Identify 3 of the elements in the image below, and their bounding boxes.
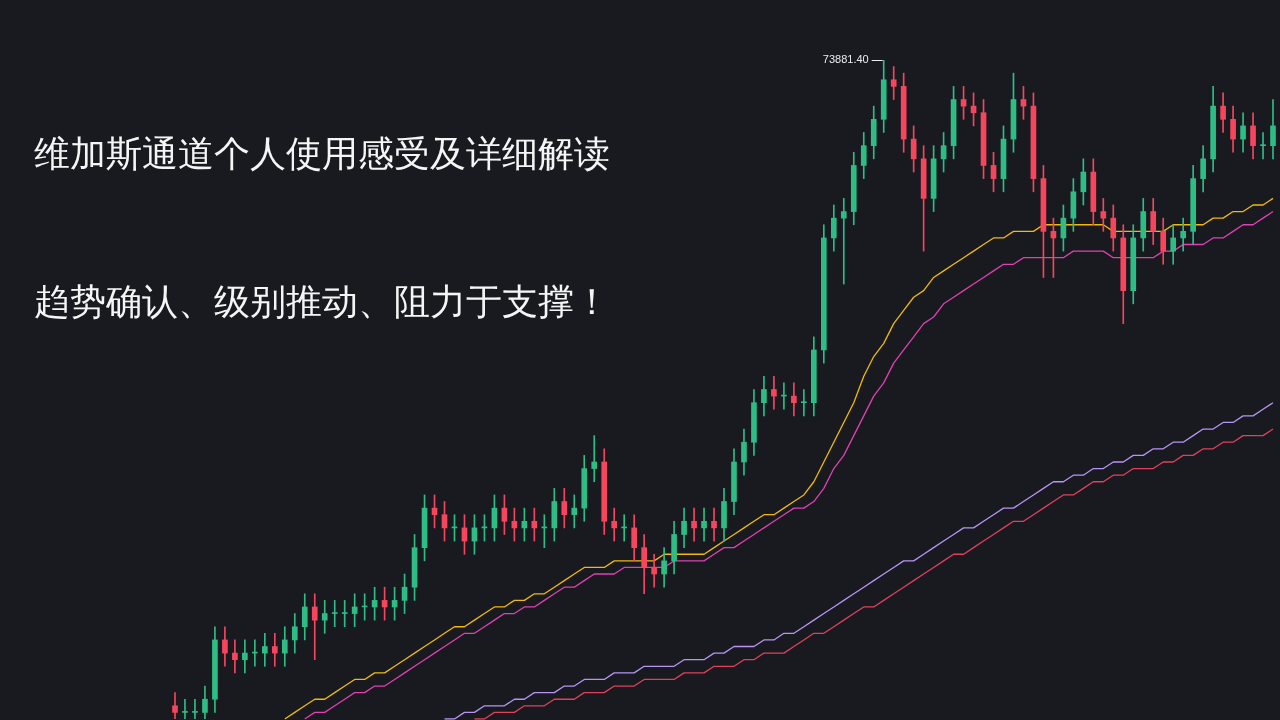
text: 趋势确认、级别推动、阻力于支撑！ [34, 280, 610, 324]
annotation: 73881.40 [822, 53, 869, 66]
text: 维加斯通道个人使用感受及详细解读 [34, 132, 610, 176]
